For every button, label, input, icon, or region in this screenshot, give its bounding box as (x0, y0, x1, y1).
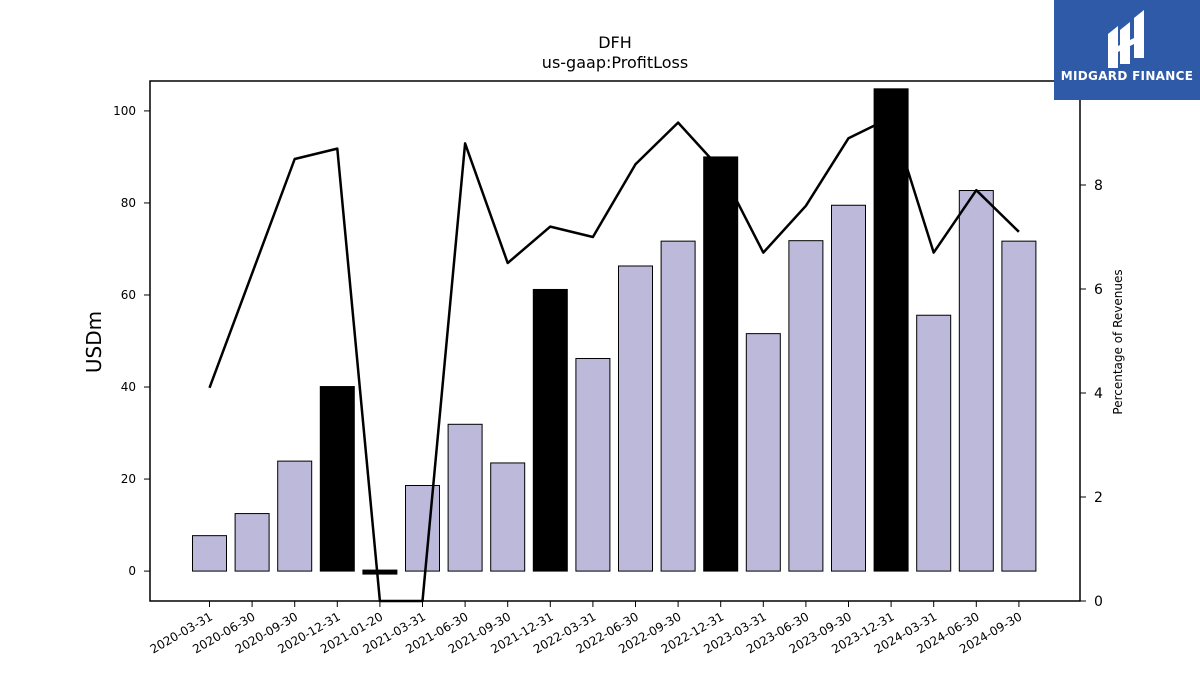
bar (745, 333, 781, 572)
bar (192, 535, 227, 572)
y-tick-label: 40 (121, 380, 136, 394)
bar (618, 265, 653, 572)
bar (788, 240, 824, 572)
chart-subtitle: us-gaap:ProfitLoss (542, 53, 688, 72)
bar (234, 513, 270, 572)
percentage-line (208, 116, 1020, 603)
brand-name: MIDGARD FINANCE (1060, 69, 1194, 83)
y2-axis-label: Percentage of Revenues (1111, 269, 1125, 414)
bar (916, 314, 952, 572)
bar (447, 423, 483, 572)
bar (1001, 240, 1037, 572)
bar (405, 484, 440, 572)
y-tick-label: 0 (128, 564, 136, 578)
bar (277, 460, 313, 572)
chart-title: DFH (598, 33, 632, 52)
y-axis-label: USDm (82, 311, 106, 373)
y2-tick-label: 2 (1094, 490, 1103, 506)
bar (703, 156, 739, 572)
midgard-logo-icon (1108, 10, 1144, 68)
y2-tick-label: 0 (1094, 594, 1103, 610)
bar (319, 386, 355, 572)
y2-tick-label: 4 (1094, 386, 1103, 402)
bar (362, 569, 398, 575)
brand-logo: MIDGARD FINANCE (1054, 0, 1200, 100)
bar (532, 288, 568, 572)
bar (831, 204, 866, 572)
bar (873, 88, 909, 572)
bar (660, 240, 696, 572)
y-tick-label: 20 (121, 472, 136, 486)
y-tick-label: 60 (121, 288, 136, 302)
plot-frame (149, 80, 1081, 602)
y-tick-label: 80 (121, 196, 136, 210)
bar (490, 462, 526, 572)
bar (575, 357, 611, 572)
y2-tick-label: 6 (1094, 282, 1103, 298)
y-tick-label: 100 (113, 104, 136, 118)
y2-tick-label: 8 (1094, 178, 1103, 194)
bar (958, 190, 994, 572)
